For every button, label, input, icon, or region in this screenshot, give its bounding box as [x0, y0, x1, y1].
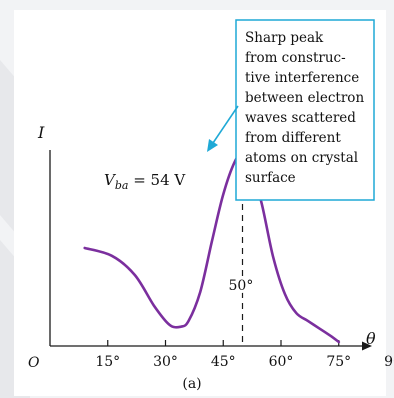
- voltage-symbol: V: [104, 171, 117, 189]
- panel-label: (a): [182, 376, 201, 392]
- callout-line: surface: [245, 170, 296, 186]
- origin-label: O: [28, 355, 40, 371]
- callout-line: Sharp peak: [245, 30, 324, 46]
- callout-line: tive interference: [245, 70, 359, 86]
- x-axis-label: θ: [366, 329, 376, 348]
- x-tick-label: 60°: [269, 354, 294, 370]
- callout-arrow-head: [207, 139, 218, 152]
- callout-line: atoms on crystal: [245, 150, 358, 166]
- x-tick-label: 30°: [153, 354, 178, 370]
- callout-line: between electron: [245, 90, 364, 106]
- peak-angle-label: 50°: [229, 278, 254, 294]
- voltage-value: = 54 V: [128, 171, 186, 189]
- callout-line: from construc-: [245, 50, 346, 66]
- x-tick-labels: 15° 30° 45° 60° 75° 90°: [95, 354, 394, 370]
- voltage-subscript: ba: [115, 179, 129, 192]
- x-tick-label: 90°: [384, 354, 394, 370]
- x-tick-label: 45°: [211, 354, 236, 370]
- callout-text: Sharp peak from construc-tive interferenc…: [245, 30, 364, 186]
- callout-line: waves scattered: [245, 110, 356, 126]
- callout-box: [235, 19, 375, 201]
- callout-arrow: [212, 105, 239, 144]
- x-tick-label: 75°: [326, 354, 351, 370]
- x-tick-label: 15°: [95, 354, 120, 370]
- x-axis-arrow: [362, 341, 372, 351]
- voltage-label: Vba = 54 V: [104, 171, 186, 192]
- intensity-curve: [83, 152, 341, 344]
- callout-line: from different: [245, 130, 341, 146]
- y-axis-label: I: [37, 123, 45, 142]
